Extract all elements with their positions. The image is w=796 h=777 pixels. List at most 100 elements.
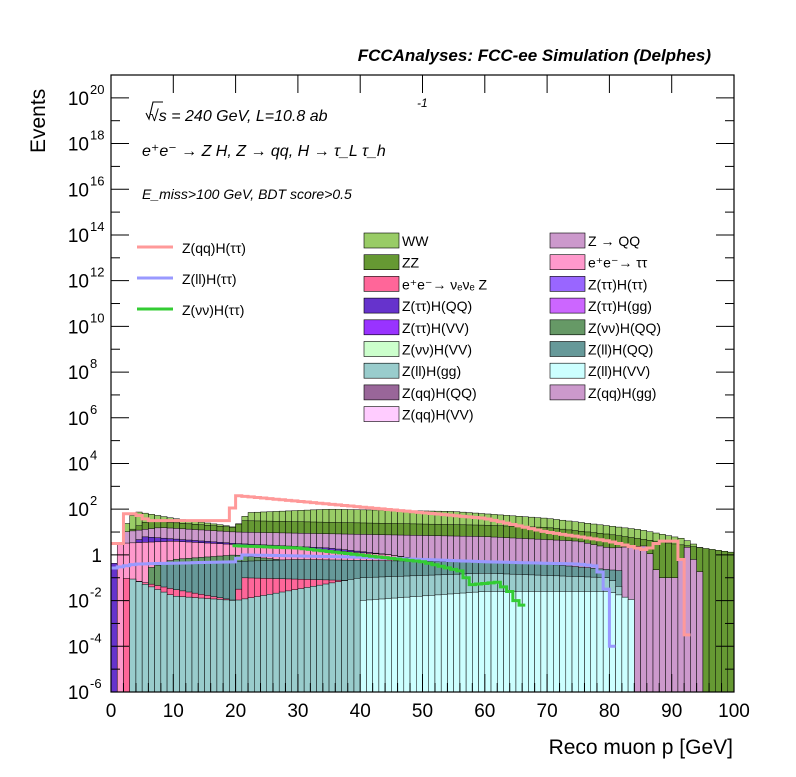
series-8-bar — [185, 596, 193, 693]
chart-title: FCCAnalyses: FCC-ee Simulation (Delphes) — [358, 46, 712, 65]
x-tick-label: 10 — [163, 701, 184, 722]
y-tick-label: 10 — [68, 226, 89, 247]
series-8-bar — [260, 595, 267, 693]
y-tick-label: 10 — [68, 317, 89, 338]
series-8-bar — [216, 599, 224, 693]
series-9-bar — [553, 591, 560, 693]
series-2-bar — [690, 559, 697, 693]
series-9-bar — [403, 596, 411, 693]
series-8-bar — [241, 598, 249, 693]
series-9-bar — [366, 599, 373, 693]
y-tick-label: 10 — [68, 363, 89, 384]
legend-fill-swatch — [363, 341, 400, 357]
legend-fill-label: Z(ττ)H(gg) — [588, 298, 652, 314]
x-tick-label: 60 — [474, 701, 495, 722]
series-8-bar — [141, 584, 149, 693]
y-tick-exponent: 18 — [90, 128, 104, 143]
series-8-bar — [310, 586, 317, 693]
y-tick-label: 10 — [68, 272, 89, 293]
x-tick-label: 70 — [537, 701, 558, 722]
series-9-bar — [359, 600, 367, 693]
legend-line-label: Z(qq)H(ττ) — [182, 240, 246, 256]
series-8-bar — [353, 578, 361, 693]
series-9-bar — [596, 591, 604, 693]
legend-fill-label: Z(νν)H(VV) — [402, 342, 472, 358]
series-8-bar — [303, 587, 311, 693]
series-8-bar — [148, 586, 155, 693]
x-tick-label: 20 — [225, 701, 246, 722]
series-9-bar — [472, 591, 479, 693]
y-tick-exponent: -2 — [90, 585, 102, 600]
series-9-bar — [453, 593, 461, 693]
series-9-bars — [359, 591, 635, 693]
series-2-bar — [634, 546, 641, 693]
series-2-bar — [696, 571, 704, 693]
series-9-bar — [397, 597, 405, 693]
series-1-bar — [702, 548, 710, 693]
series-8-bar — [254, 596, 261, 693]
series-8-bar — [160, 591, 168, 693]
series-9-bar — [497, 591, 504, 693]
legend-fill-label: Z(ττ)H(VV) — [402, 320, 469, 336]
y-tick-exponent: 12 — [90, 265, 104, 280]
series-9-bar — [509, 591, 517, 693]
series-8-bar — [173, 596, 180, 693]
series-8-bar — [291, 589, 299, 693]
series-8-bar — [210, 598, 218, 693]
x-axis-label: Reco muon p [GeV] — [549, 736, 733, 759]
series-9-bar — [546, 591, 554, 693]
legend-fill-label: Z(ll)H(QQ) — [588, 342, 653, 358]
series-8-bar — [328, 582, 336, 693]
series-9-bar — [503, 591, 510, 693]
legend-fill-label: Z(qq)H(gg) — [588, 385, 656, 401]
series-9-bar — [459, 592, 467, 693]
series-9-bar — [384, 598, 392, 693]
series-2-bar — [646, 553, 654, 693]
legend-fill-label: Z(qq)H(VV) — [402, 407, 474, 423]
legend-fill-swatch — [549, 232, 586, 249]
series-9-bar — [378, 598, 386, 693]
series-9-bar — [391, 597, 398, 693]
series-9-bar — [590, 591, 598, 693]
series-8-bar — [322, 583, 330, 693]
legend-fill-swatch — [363, 384, 400, 401]
series-8-bar — [197, 597, 205, 693]
series-2-bar — [640, 545, 648, 693]
series-9-bar — [416, 596, 423, 693]
series-8-bar — [222, 599, 230, 693]
y-tick-exponent: -4 — [90, 630, 102, 645]
y-tick-exponent: 20 — [90, 82, 104, 97]
series-9-bar — [428, 595, 436, 693]
annotation-process: e⁺e⁻ → Z H, Z → qq, H → τ_L τ_h — [142, 143, 386, 160]
series-9-bar — [534, 591, 542, 693]
y-tick-label: 10 — [68, 135, 89, 156]
series-8-bar — [341, 580, 348, 693]
series-9-bar — [627, 599, 635, 693]
y-tick-label: 10 — [68, 637, 89, 658]
series-8-bar — [297, 588, 305, 693]
series-8-bar — [272, 592, 280, 693]
series-9-bar — [422, 595, 429, 693]
series-8-bar — [278, 591, 286, 693]
series-12-line — [232, 544, 526, 607]
x-tick-label: 100 — [718, 701, 750, 722]
y-tick-label: 10 — [68, 409, 89, 430]
series-8-bar — [235, 599, 243, 693]
legend-fill-label: Z(ττ)H(QQ) — [402, 298, 472, 314]
y-tick-exponent: 4 — [90, 447, 97, 462]
series-2-bar — [658, 577, 666, 693]
series-8-bar — [316, 584, 324, 693]
series-9-bar — [447, 593, 454, 693]
series-1-bar — [721, 550, 729, 693]
y-tick-exponent: 16 — [90, 173, 104, 188]
y-tick-label: 10 — [68, 500, 89, 521]
legend-fill-label: Z(qq)H(QQ) — [402, 385, 477, 401]
y-tick-exponent: 8 — [90, 356, 97, 371]
series-8-bar — [204, 598, 211, 693]
series-8-bar — [191, 597, 199, 693]
legend-fill-label: WW — [402, 233, 429, 249]
x-tick-label: 40 — [350, 701, 371, 722]
legend-fill-label: Z(ll)H(gg) — [402, 363, 461, 379]
